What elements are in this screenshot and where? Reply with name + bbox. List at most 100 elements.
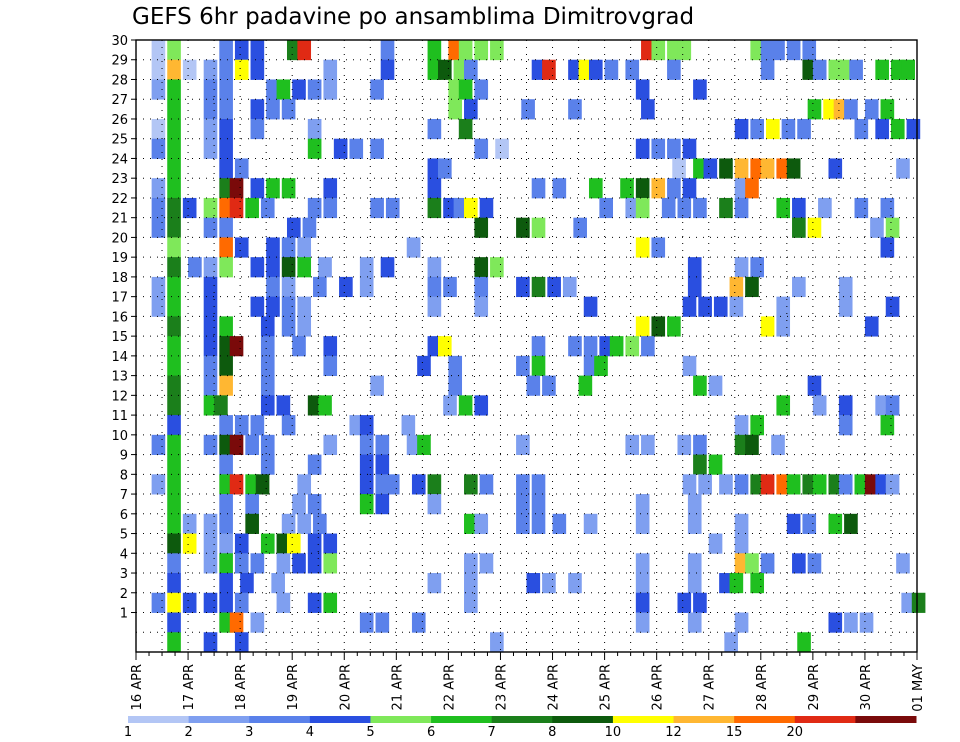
precip-cell-m14-11 bbox=[682, 355, 697, 377]
precip-cell-m30-14 bbox=[651, 40, 666, 61]
precip-cell-m22-26 bbox=[792, 197, 806, 219]
precip-cell-m4-16 bbox=[792, 553, 806, 574]
colorbar-label-20: 20 bbox=[786, 725, 803, 740]
precip-cell-m4-18 bbox=[896, 553, 910, 574]
precip-cell-m28-14 bbox=[693, 79, 707, 100]
precip-cell-m22-19 bbox=[635, 197, 650, 219]
precip-cell-m22-15 bbox=[464, 197, 478, 219]
precip-cell-m27-14 bbox=[844, 99, 858, 120]
precip-cell-m10-9 bbox=[375, 434, 390, 455]
precip-cell-m28-1 bbox=[167, 79, 181, 100]
precip-cell-m6-3 bbox=[219, 513, 233, 534]
precip-cell-m30-0 bbox=[151, 40, 166, 61]
precip-cell-m26-10 bbox=[766, 118, 780, 140]
precip-cell-m29-4 bbox=[219, 59, 233, 80]
chart-title: GEFS 6hr padavine po ansamblima Dimitrov… bbox=[132, 4, 695, 30]
precip-cell-m20-9 bbox=[880, 237, 895, 258]
precip-cell-m15-9 bbox=[531, 336, 546, 357]
precip-cell-m18-14 bbox=[562, 276, 577, 298]
precip-cell-m3-1 bbox=[219, 573, 233, 594]
colorbar-swatch-6 bbox=[491, 716, 553, 723]
precip-cell-m3-11 bbox=[719, 573, 733, 594]
precip-cell-m12-12 bbox=[838, 395, 853, 416]
precip-cell-m25-2 bbox=[203, 138, 218, 159]
precip-cell-m11-5 bbox=[349, 415, 364, 436]
precip-cell-m22-17 bbox=[599, 197, 614, 219]
precip-cell-m18-15 bbox=[687, 276, 702, 298]
precip-cell-m26-15 bbox=[890, 118, 905, 140]
x-tick-label-10: 26 APR bbox=[651, 664, 666, 710]
precip-cell-m30-11 bbox=[474, 40, 489, 61]
precip-cell-m12-10 bbox=[776, 395, 791, 416]
precip-cell-m30-7 bbox=[380, 40, 395, 61]
precip-cell-m10-12 bbox=[516, 434, 530, 455]
precip-cell-m21-11 bbox=[807, 217, 822, 238]
precip-cell-m8-21 bbox=[760, 474, 775, 495]
y-tick-label-25: 25 bbox=[111, 133, 128, 148]
precip-cell-m7-3 bbox=[292, 494, 306, 515]
precip-cell-m6-12 bbox=[552, 513, 567, 534]
precip-cell-m1-4 bbox=[359, 612, 374, 633]
y-tick-label-14: 14 bbox=[111, 350, 128, 365]
precip-cell-m7-4 bbox=[307, 494, 322, 515]
x-tick-label-9: 25 APR bbox=[599, 664, 614, 710]
precip-cell-m18-18 bbox=[792, 276, 806, 298]
precip-cell-m29-14 bbox=[542, 59, 556, 80]
precip-cell-m19-12 bbox=[474, 257, 489, 278]
precip-cell-m21-4 bbox=[286, 217, 301, 238]
colorbar-swatch-3 bbox=[309, 716, 371, 723]
precip-cell-m27-11 bbox=[807, 99, 822, 120]
precip-cell-m23-16 bbox=[682, 178, 697, 199]
precip-cell-m17-8 bbox=[474, 296, 489, 317]
precip-cell-bottom-1 bbox=[203, 632, 218, 653]
precip-cell-m1-3 bbox=[250, 612, 265, 633]
precip-cell-m12-9 bbox=[474, 395, 489, 416]
precip-cell-m21-9 bbox=[573, 217, 587, 238]
y-tick-label-2: 2 bbox=[120, 587, 128, 602]
precip-cell-m17-12 bbox=[713, 296, 728, 317]
precip-cell-m7-6 bbox=[375, 494, 390, 515]
precip-cell-m19-9 bbox=[359, 257, 374, 278]
precip-cell-m8-5 bbox=[255, 474, 270, 495]
precip-cell-m18-8 bbox=[427, 276, 442, 298]
precip-cell-m14-10 bbox=[594, 355, 608, 377]
precip-cell-m22-0 bbox=[151, 197, 166, 219]
precip-cell-m13-2 bbox=[219, 375, 233, 396]
precip-cell-m1-6 bbox=[411, 612, 426, 633]
precip-cell-m26-12 bbox=[797, 118, 811, 140]
precip-cell-m22-18 bbox=[625, 197, 640, 219]
colorbar-label-4: 4 bbox=[306, 725, 314, 740]
precip-cell-m4-17 bbox=[807, 553, 822, 574]
precip-cell-m6-0 bbox=[167, 513, 181, 534]
precip-cell-m19-0 bbox=[167, 257, 181, 278]
precip-cell-m21-10 bbox=[792, 217, 806, 238]
precip-cell-m12-5 bbox=[307, 395, 322, 416]
precip-cell-m24-14 bbox=[828, 158, 843, 179]
precip-cell-m24-6 bbox=[693, 158, 707, 179]
precip-cell-m24-4 bbox=[437, 158, 452, 179]
precip-cell-m28-6 bbox=[292, 79, 306, 100]
precip-cell-m22-14 bbox=[453, 197, 468, 219]
x-axis: 16 APR 17 APR 18 APR 19 APR 20 APR 21 APR 22 A… bbox=[130, 652, 926, 712]
precip-cell-m1-11 bbox=[844, 612, 858, 633]
y-tick-label-26: 26 bbox=[111, 113, 128, 128]
precip-cell-m8-24 bbox=[802, 474, 817, 495]
precip-cell-m8-0 bbox=[151, 474, 166, 495]
precip-cell-m27-10 bbox=[641, 99, 655, 120]
colorbar-swatch-10 bbox=[734, 716, 796, 723]
precip-cell-m8-16 bbox=[682, 474, 697, 495]
precip-cell-m30-1 bbox=[167, 40, 181, 61]
colorbar-label-5: 5 bbox=[366, 725, 374, 740]
precip-cell-m23-1 bbox=[167, 178, 181, 199]
precip-cell-m18-9 bbox=[443, 276, 457, 298]
precip-cell-m6-13 bbox=[583, 513, 598, 534]
precip-cell-m8-27 bbox=[838, 474, 853, 495]
precip-cell-m19-1 bbox=[188, 257, 202, 278]
precip-cell-m15-3 bbox=[229, 336, 244, 357]
precip-cell-m19-3 bbox=[219, 257, 233, 278]
precip-cell-m6-20 bbox=[844, 513, 858, 534]
precip-cell-m3-5 bbox=[464, 573, 478, 594]
precip-cell-m12-13 bbox=[875, 395, 889, 416]
precip-cell-m7-7 bbox=[427, 494, 442, 515]
precip-cell-m15-1 bbox=[203, 336, 218, 357]
